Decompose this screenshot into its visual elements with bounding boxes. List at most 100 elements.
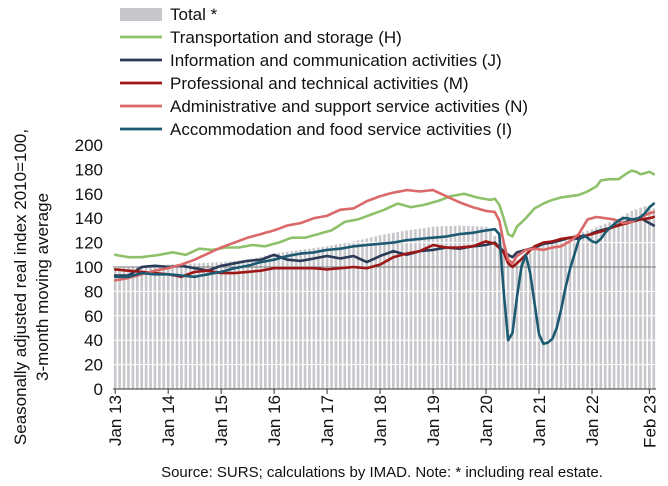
bar-total	[467, 225, 470, 389]
bar-total	[325, 246, 329, 389]
bar-total	[135, 267, 139, 389]
bar-total	[475, 226, 479, 389]
tick-labels: 0 20 40 60 80 100 120 140 160 180 200 Jan 13 Jan 14 J…	[75, 136, 660, 448]
bar-total	[149, 266, 152, 389]
bar-total	[237, 260, 241, 389]
bar-total	[568, 236, 572, 389]
bar-total	[122, 267, 126, 389]
bar-total	[202, 262, 205, 389]
bar-total	[228, 261, 232, 389]
line-series-group	[113, 169, 656, 346]
bar-total	[113, 268, 117, 389]
bar-total	[215, 262, 219, 389]
bar-total	[281, 252, 285, 389]
bar-total	[321, 246, 325, 389]
bar-total	[436, 226, 439, 389]
legend-label: Professional and technical activities (M…	[170, 74, 469, 93]
legend-label: Administrative and support service activ…	[170, 97, 528, 116]
bar-total	[462, 225, 466, 389]
bar-total	[573, 234, 576, 389]
x-tick-label: Jan 19	[424, 395, 443, 446]
bar-total	[612, 220, 616, 389]
bar-total	[219, 262, 223, 389]
y-tick-label: 200	[75, 136, 103, 155]
bar-total	[608, 221, 611, 389]
bar-total	[458, 225, 461, 389]
bar-total	[603, 223, 607, 389]
x-tick-label: Jan 13	[106, 395, 125, 446]
bar-total	[184, 263, 188, 389]
bar-total	[480, 226, 483, 389]
bar-total	[418, 228, 422, 389]
bar-total	[396, 232, 400, 389]
bar-total	[255, 257, 258, 389]
bar-total	[330, 245, 333, 389]
bar-total	[286, 251, 289, 389]
bar-total	[171, 264, 174, 389]
bar-total	[290, 251, 294, 389]
bar-total	[392, 232, 395, 389]
y-tick-label: 80	[84, 282, 103, 301]
x-tick-label: Jan 17	[318, 395, 337, 446]
x-tick-label: Jan 16	[265, 395, 284, 446]
bar-total	[599, 225, 603, 389]
y-tick-label: 180	[75, 160, 103, 179]
bar-total	[427, 227, 430, 389]
bar-total	[422, 227, 426, 389]
bar-total	[648, 207, 651, 389]
bar-total	[537, 245, 541, 389]
bar-total	[369, 237, 373, 389]
bar-total	[352, 241, 355, 389]
bar-total	[246, 259, 249, 389]
bar-total	[555, 240, 558, 389]
x-tick-label: Jan 14	[159, 395, 178, 446]
bar-total	[224, 261, 227, 389]
y-tick-label: 60	[84, 307, 103, 326]
bar-total	[639, 207, 642, 389]
bar-total	[299, 249, 302, 389]
bar-total	[550, 241, 554, 389]
bar-total	[625, 213, 629, 389]
bar-total	[524, 257, 528, 389]
series-line-0	[113, 169, 656, 259]
legend-label: Transportation and storage (H)	[170, 28, 402, 47]
y-tick-label: 140	[75, 209, 103, 228]
bar-total	[140, 267, 144, 389]
bar-total	[233, 260, 236, 389]
bar-total	[211, 262, 214, 389]
bar-total	[497, 240, 501, 389]
series-line-2	[113, 215, 656, 279]
bar-total	[383, 234, 386, 389]
bar-total	[277, 252, 280, 389]
bar-total	[193, 263, 196, 389]
bar-total	[259, 256, 263, 389]
bar-total	[444, 226, 448, 389]
bar-total	[197, 263, 201, 389]
bar-total	[493, 235, 497, 389]
bar-total	[595, 227, 598, 389]
bar-total	[581, 232, 585, 389]
bar-total	[506, 253, 510, 389]
bar-total	[241, 260, 245, 389]
bar-total	[334, 244, 338, 389]
bar-total	[515, 260, 519, 389]
source-note: Source: SURS; calculations by IMAD. Note…	[161, 464, 603, 481]
bar-total	[400, 231, 404, 389]
bar-total	[528, 253, 532, 389]
bar-total	[188, 263, 192, 389]
bar-total	[365, 238, 369, 389]
y-tick-label: 0	[94, 380, 103, 399]
bar-total	[361, 239, 364, 389]
y-axis-title: Seasonally adjusted real index 2010=100,…	[11, 129, 52, 445]
bar-total	[308, 248, 311, 389]
bar-total	[409, 229, 413, 389]
x-tick-label: Jan 21	[530, 395, 549, 446]
y-tick-label: 20	[84, 356, 103, 375]
bar-total	[175, 264, 179, 389]
series-line-4	[113, 202, 656, 346]
bar-total	[127, 267, 130, 389]
bar-total	[502, 245, 506, 389]
bar-total	[144, 266, 148, 389]
bar-total	[118, 268, 121, 389]
